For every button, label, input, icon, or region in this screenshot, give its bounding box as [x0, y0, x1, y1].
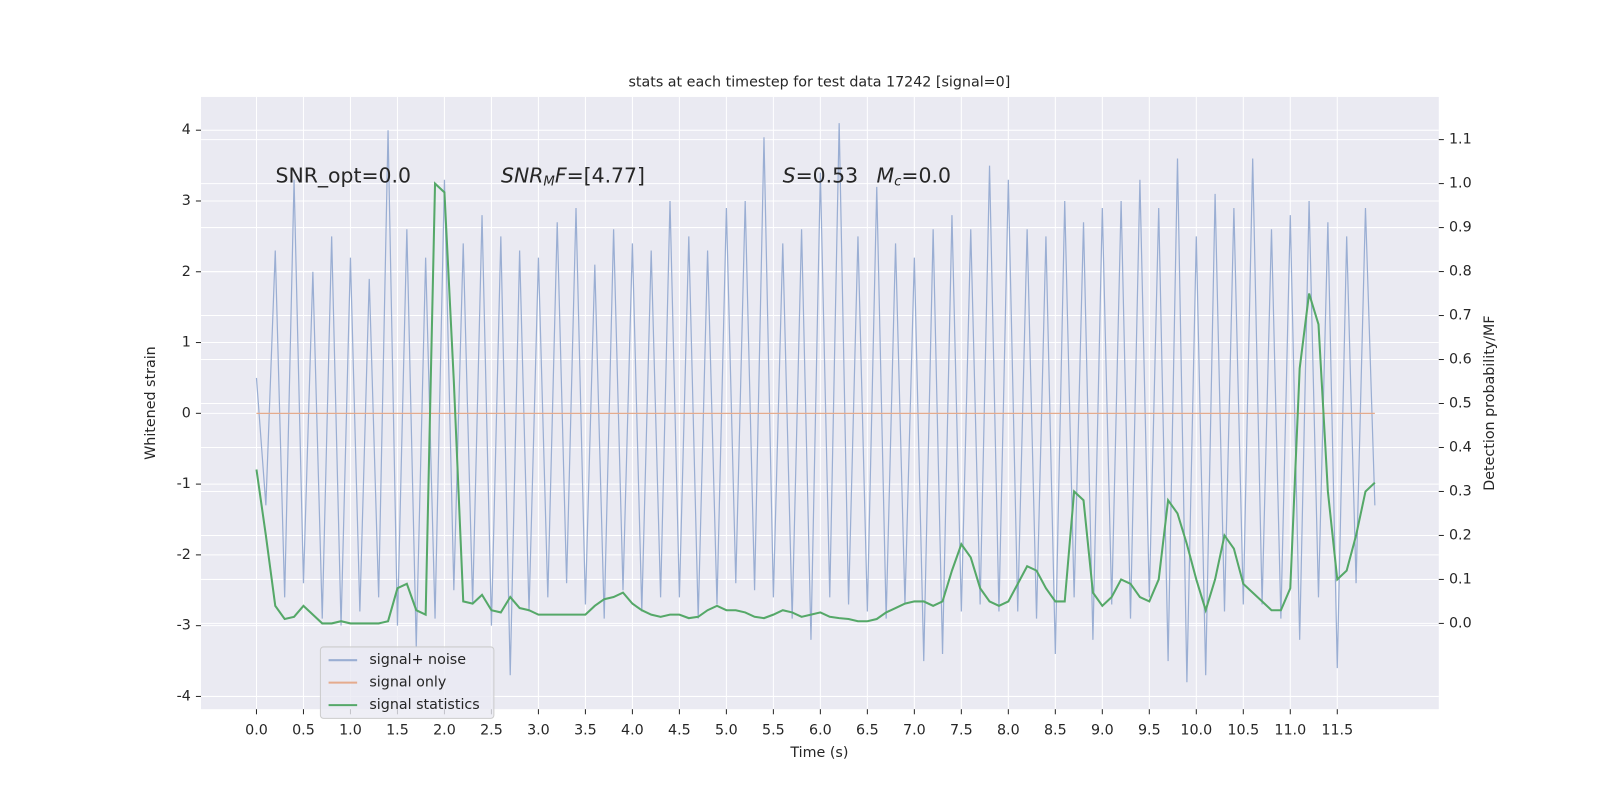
y2-tick-label: 0.9 — [1449, 220, 1472, 236]
y-axis-label: Whitened strain — [143, 346, 159, 460]
y-tick-label: 0 — [182, 405, 191, 421]
y2-tick-label: 0.2 — [1449, 527, 1472, 543]
x-tick-label: 2.0 — [433, 723, 456, 739]
x-tick-label: 1.0 — [339, 723, 362, 739]
annotation-part: =[4.77] — [567, 164, 645, 188]
annotation-part: F — [555, 164, 567, 188]
chart-title: stats at each timestep for test data 172… — [628, 75, 1010, 91]
y-tick-label: -4 — [177, 688, 191, 704]
x-tick-label: 9.5 — [1138, 723, 1161, 739]
annotation-part: c — [894, 175, 902, 190]
x-tick-label: 11.0 — [1274, 723, 1306, 739]
y2-tick-label: 1.0 — [1449, 176, 1472, 192]
y2-tick-label: 0.8 — [1449, 264, 1472, 280]
x-tick-label: 7.0 — [903, 723, 926, 739]
x-tick-label: 3.0 — [527, 723, 550, 739]
x-tick-label: 9.0 — [1091, 723, 1114, 739]
y-tick-label: -1 — [177, 476, 191, 492]
x-tick-label: 8.5 — [1044, 723, 1067, 739]
x-tick-label: 4.5 — [668, 723, 691, 739]
x-tick-label: 0.5 — [292, 723, 315, 739]
x-tick-label: 6.0 — [809, 723, 832, 739]
annotation: SNR_opt=0.0 — [276, 164, 412, 189]
y2-axis-label: Detection probability/MF — [1482, 315, 1498, 490]
annotation-part: S — [783, 164, 796, 188]
y-tick-label: 3 — [182, 193, 191, 209]
y2-tick-label: 0.7 — [1449, 308, 1472, 324]
y2-tick-label: 0.1 — [1449, 571, 1472, 587]
x-tick-label: 11.5 — [1321, 723, 1353, 739]
annotation-part: SNR_opt=0.0 — [276, 164, 412, 189]
x-tick-label: 8.0 — [997, 723, 1020, 739]
x-tick-label: 7.5 — [950, 723, 973, 739]
legend-label: signal+ noise — [369, 652, 466, 668]
y2-tick-label: 0.6 — [1449, 352, 1472, 368]
y2-tick-label: 0.4 — [1449, 439, 1472, 455]
annotation-part: SNR — [501, 164, 543, 188]
y2-tick-label: 0.3 — [1449, 483, 1472, 499]
series-line — [255, 123, 1376, 683]
y2-tick-label: 0.5 — [1449, 396, 1472, 412]
x-tick-label: 3.5 — [574, 723, 597, 739]
y-tick-label: -2 — [177, 547, 191, 563]
annotation-part: =0.53 — [796, 164, 859, 188]
legend-label: signal only — [369, 675, 446, 691]
y2-tick-label: 1.1 — [1449, 132, 1472, 148]
annotation: Mc=0.0 — [877, 164, 951, 190]
annotation-part: M — [877, 164, 895, 188]
legend-box — [319, 646, 495, 719]
annotation: S=0.53 — [783, 164, 858, 188]
y-tick-label: -3 — [177, 618, 191, 634]
series-line — [255, 181, 1376, 625]
x-tick-label: 10.5 — [1227, 723, 1259, 739]
x-tick-label: 1.5 — [386, 723, 409, 739]
x-tick-label: 2.5 — [480, 723, 503, 739]
x-axis-label: Time (s) — [789, 745, 848, 761]
y-tick-label: 4 — [182, 122, 191, 138]
y-tick-label: 1 — [182, 335, 191, 351]
x-tick-label: 0.0 — [245, 723, 268, 739]
annotation-part: =0.0 — [901, 164, 951, 188]
legend-label: signal statistics — [369, 697, 479, 713]
annotation-part: M — [543, 175, 555, 190]
x-tick-label: 10.0 — [1180, 723, 1212, 739]
x-tick-label: 5.5 — [762, 723, 785, 739]
annotation: SNRMF=[4.77] — [501, 164, 645, 190]
x-tick-label: 5.0 — [715, 723, 738, 739]
x-tick-label: 4.0 — [621, 723, 644, 739]
x-tick-label: 6.5 — [856, 723, 879, 739]
y2-tick-label: 0.0 — [1449, 615, 1472, 631]
y-tick-label: 2 — [182, 264, 191, 280]
